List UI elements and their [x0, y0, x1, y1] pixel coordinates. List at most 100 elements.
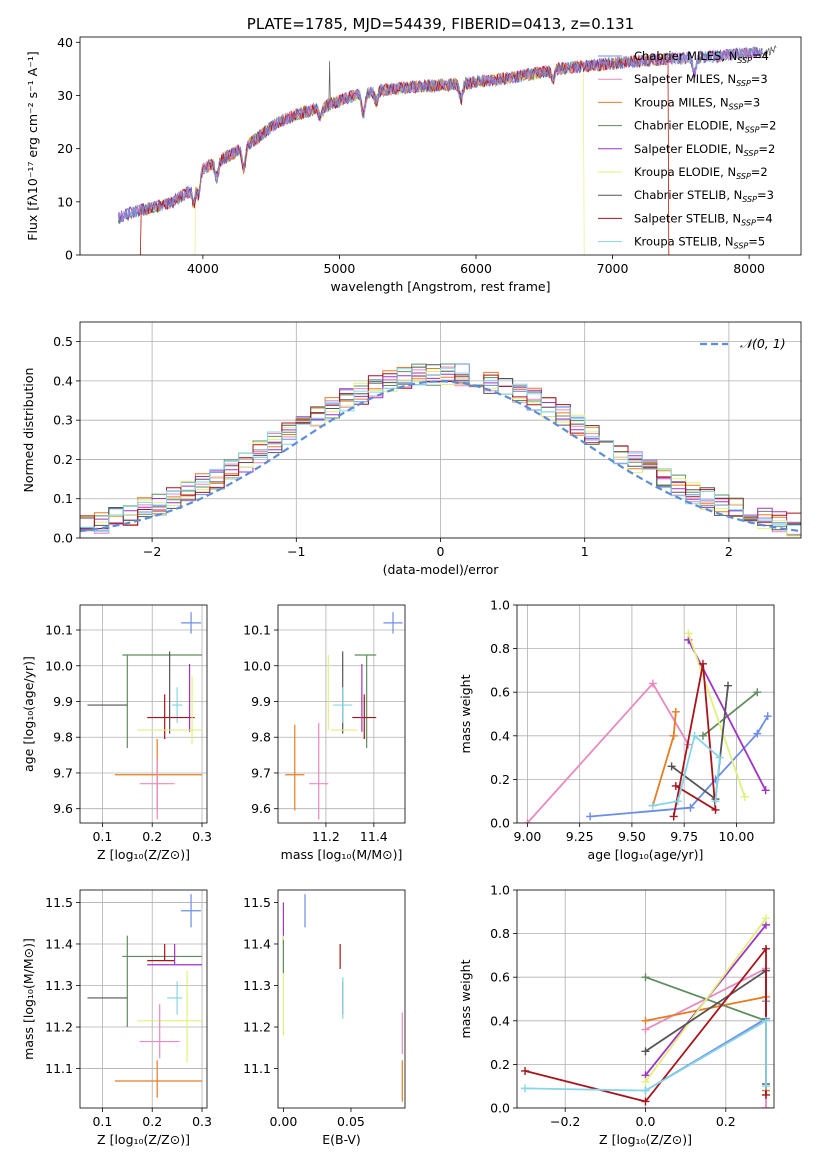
y-tick-label: 9.8 — [53, 730, 73, 745]
x-axis-label: wavelength [Angstrom, rest frame] — [330, 279, 550, 294]
y-tick-label: 40 — [57, 35, 73, 50]
spectrum-line-salpeter_miles — [117, 47, 763, 221]
x-axis-label: E(B-V) — [322, 1132, 361, 1147]
weight-line-kroupa_miles — [651, 711, 677, 806]
legend-entry: Salpeter STELIB, NSSP=4 — [634, 211, 773, 227]
y-tick-label: 10.0 — [45, 658, 73, 673]
weight-marker-salpeter_stelib — [698, 659, 707, 668]
y-tick-label: 0.6 — [490, 970, 510, 985]
legend-entry: Salpeter MILES, NSSP=3 — [634, 72, 768, 88]
weight-marker-chabrier_elodie — [753, 688, 762, 697]
spectrum-line-chabrier_elodie — [118, 47, 763, 224]
x-tick-label: 7000 — [597, 261, 629, 276]
y-tick-label: 11.2 — [243, 1020, 271, 1035]
x-tick-label: 0.0 — [636, 1114, 656, 1129]
weight-marker-kroupa_elodie — [761, 914, 770, 923]
plot-area — [282, 894, 403, 1102]
panel-age_vs_mass: 11.2 11.4 9.6 9.7 9.8 9.9 10.0 10.1 mass [log₁₀(… — [243, 604, 406, 862]
y-tick-label: 11.5 — [45, 895, 73, 910]
weight-line-chabrier_stelib — [644, 969, 767, 1084]
x-tick-label: −2 — [143, 544, 161, 559]
weight-marker-kroupa_stelib — [761, 1082, 770, 1091]
x-tick-label: 9.50 — [618, 829, 646, 844]
weight-marker-salpeter_miles — [761, 1104, 770, 1108]
y-tick-label: 0.0 — [53, 531, 73, 546]
weight-marker-kroupa_elodie — [740, 792, 749, 801]
weight-marker-salpeter_stelib — [671, 781, 680, 790]
plot-area — [80, 605, 207, 823]
normal-curve — [80, 380, 801, 533]
y-tick-label: 0 — [65, 248, 73, 263]
y-axis-label: mass weight — [458, 674, 473, 753]
panel-mass_vs_Z: 0.1 0.2 0.3 11.1 11.2 11.3 11.4 11.5 Z [log₁₀(Z/… — [21, 889, 212, 1147]
gridlines — [517, 605, 774, 823]
weight-marker-salpeter_stelib — [761, 1090, 770, 1099]
x-tick-label: 0.2 — [142, 829, 162, 844]
x-tick-label: 9.00 — [514, 829, 542, 844]
histogram-kroupa_elodie — [80, 371, 801, 537]
histogram-salpeter_stelib — [80, 373, 801, 529]
y-tick-label: 10 — [57, 194, 73, 209]
x-tick-label: −0.2 — [550, 1114, 580, 1129]
histogram-kroupa_stelib — [80, 367, 801, 533]
weight-marker-salpeter_stelib — [641, 1097, 650, 1106]
legend-entry: 𝒩(0, 1) — [740, 336, 786, 351]
y-tick-label: 0.2 — [53, 452, 73, 467]
x-tick-label: 10.00 — [718, 829, 754, 844]
x-tick-label: 0.1 — [92, 829, 112, 844]
y-tick-label: 0.2 — [490, 1057, 510, 1072]
x-axis-label: Z [log₁₀(Z/Z⊙)] — [97, 1132, 190, 1147]
weight-marker-chabrier_miles — [586, 812, 595, 821]
x-tick-label: 0.3 — [192, 829, 212, 844]
x-tick-label: 0.3 — [192, 1114, 212, 1129]
legend-entry: Chabrier STELIB, NSSP=3 — [634, 188, 774, 204]
weight-marker-kroupa_miles — [641, 1016, 650, 1025]
y-axis-label: age [log₁₀(age/yr)] — [21, 656, 36, 772]
y-tick-label: 9.8 — [251, 730, 271, 745]
panel-spectrum: 4000 5000 6000 7000 8000 0 10 20 30 40 wavelength … — [25, 15, 802, 294]
weight-marker-kroupa_stelib — [690, 731, 699, 740]
axes-frame — [516, 889, 775, 1109]
y-tick-label: 11.2 — [45, 1020, 73, 1035]
weight-marker-salpeter_miles — [641, 1025, 650, 1034]
panel-mass_vs_ebv: 0.00 0.05 11.1 11.2 11.3 11.4 11.5 E(B-V) — [243, 889, 406, 1147]
y-tick-label: 11.1 — [45, 1061, 73, 1076]
gridlines — [278, 605, 405, 823]
y-tick-label: 11.3 — [243, 978, 271, 993]
x-tick-label: 0 — [437, 544, 445, 559]
weight-line-kroupa_elodie — [687, 633, 746, 798]
weight-marker-kroupa_stelib — [648, 801, 657, 810]
y-tick-label: 9.9 — [251, 694, 271, 709]
y-tick-label: 1.0 — [490, 883, 510, 898]
y-axis-label: Normed distribution — [21, 368, 36, 493]
x-axis-label: Z [log₁₀(Z/Z⊙)] — [599, 1132, 692, 1147]
y-tick-label: 0.4 — [490, 728, 510, 743]
y-tick-label: 10.0 — [243, 658, 271, 673]
legend-entry: Chabrier MILES, NSSP=4 — [634, 49, 769, 65]
legend-entry: Chabrier ELODIE, NSSP=2 — [634, 119, 776, 135]
y-axis-label: mass weight — [458, 959, 473, 1038]
panel-weight_vs_Z: −0.2 0.0 0.2 0.0 0.2 0.4 0.6 0.8 1.0 Z [log₁₀(Z/Z… — [458, 883, 775, 1147]
legend-entry: Kroupa STELIB, NSSP=5 — [634, 235, 765, 251]
axes-frame — [79, 321, 802, 539]
weight-marker-kroupa_miles — [669, 731, 678, 740]
x-tick-label: 6000 — [460, 261, 492, 276]
y-tick-label: 0.3 — [53, 413, 73, 428]
legend-entry: Salpeter ELODIE, NSSP=2 — [634, 142, 775, 158]
plot-area — [517, 890, 774, 1108]
panel-weight_vs_age: 9.00 9.25 9.50 9.75 10.00 0.0 0.2 0.4 0.6 0.8 1.0 a… — [458, 598, 775, 862]
x-tick-label: 1 — [581, 544, 589, 559]
weight-marker-salpeter_miles — [648, 679, 657, 688]
weight-marker-salpeter_stelib — [669, 812, 678, 821]
legend-entry: Kroupa ELODIE, NSSP=2 — [634, 165, 768, 181]
y-tick-label: 0.0 — [490, 816, 510, 831]
weight-marker-kroupa_stelib — [521, 1084, 530, 1093]
weight-marker-kroupa_stelib — [715, 753, 724, 762]
weight-line-chabrier_elodie — [702, 691, 758, 737]
x-tick-label: 0.2 — [142, 1114, 162, 1129]
x-tick-label: 4000 — [187, 261, 219, 276]
x-axis-label: mass [log₁₀(M/M⊙)] — [281, 847, 403, 862]
y-tick-label: 11.4 — [45, 936, 73, 951]
weight-marker-chabrier_miles — [753, 729, 762, 738]
